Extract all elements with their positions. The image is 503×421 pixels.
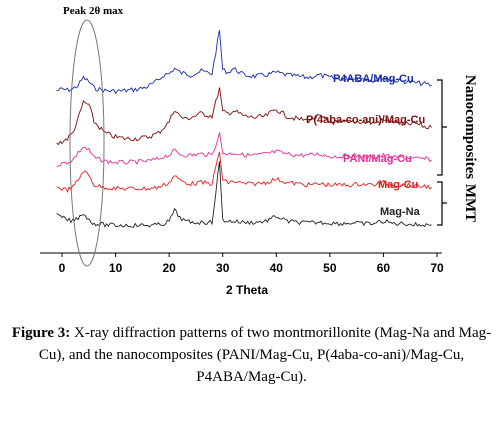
series-line-5 (56, 161, 432, 228)
x-tick-label: 10 (109, 261, 123, 275)
x-tick-label: 60 (377, 261, 391, 275)
series-label-1: P4ABA/Mag-Cu (333, 73, 414, 85)
x-tick-label: 40 (270, 261, 284, 275)
series-label-3: PANI/Mag-Cu (343, 153, 412, 165)
x-tick-label: 30 (216, 261, 230, 275)
x-axis-label: 2 Theta (226, 283, 268, 297)
series-line-1 (56, 30, 432, 95)
caption-label: Figure 3: (11, 325, 71, 341)
bracket-mmt (437, 181, 447, 226)
series-line-2 (56, 87, 432, 146)
series-label-4: Mag-Cu (378, 179, 418, 191)
peak-highlight-ellipse (69, 19, 105, 267)
x-tick-label: 20 (162, 261, 176, 275)
peak-annotation: Peak 2θ max (63, 5, 124, 17)
group-brackets: Nanocomposites MMT (437, 75, 478, 226)
group-label-nanocomposites: Nanocomposites (462, 75, 478, 179)
x-tick-label: 0 (59, 261, 66, 275)
series-label-5: Mag-Na (380, 206, 421, 218)
bracket-nanocomposites (437, 79, 447, 176)
group-label-mmt: MMT (462, 184, 478, 222)
series-layer (56, 30, 432, 228)
series-line-3 (56, 132, 432, 168)
x-tick-labels: 0 10 20 30 40 50 60 70 (59, 253, 444, 275)
figure-caption: Figure 3: X-ray diffraction patterns of … (0, 322, 503, 388)
caption-text: X-ray diffraction patterns of two montmo… (38, 325, 492, 385)
series-line-4 (56, 151, 432, 193)
series-labels: P4ABA/Mag-Cu P(4aba-co-ani)/Mag-Cu PANI/Ma… (306, 73, 425, 218)
series-label-2: P(4aba-co-ani)/Mag-Cu (306, 114, 425, 126)
xrd-chart: 0 10 20 30 40 50 60 70 2 Theta Peak 2θ max P4AB… (40, 5, 478, 297)
x-tick-label: 70 (430, 261, 444, 275)
x-tick-label: 50 (323, 261, 337, 275)
